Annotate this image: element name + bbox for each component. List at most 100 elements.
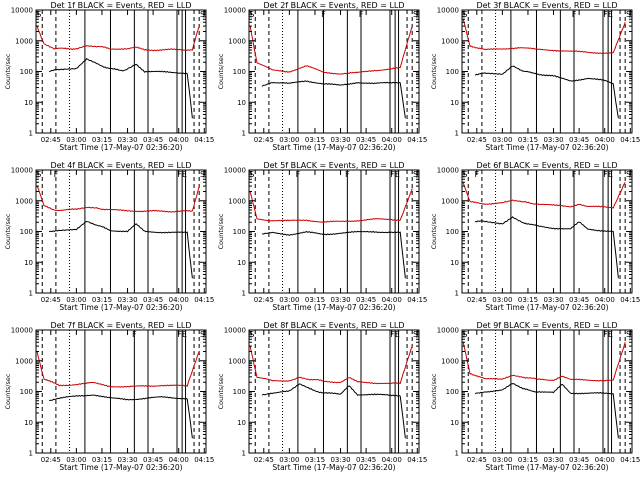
chart-title: Det 5f BLACK = Events, RED = LLD — [263, 161, 404, 170]
series-line — [462, 18, 626, 55]
x-tick-label: 03:45 — [143, 136, 163, 144]
x-tick-label: 03:30 — [330, 296, 350, 304]
x-tick-label: 04:15 — [194, 456, 214, 464]
x-tick-label: 03:30 — [543, 136, 563, 144]
chart-title: Det 3f BLACK = Events, RED = LLD — [476, 1, 617, 10]
plot-frame — [248, 9, 420, 134]
x-tick-label: 02:45 — [467, 296, 487, 304]
x-tick-label: 03:15 — [305, 136, 325, 144]
x-tick-label: 03:30 — [330, 136, 350, 144]
x-tick-label: 03:15 — [92, 456, 112, 464]
x-tick-label: 03:45 — [569, 296, 589, 304]
x-tick-label: 04:00 — [169, 136, 189, 144]
x-axis-label: Start Time (17-May-07 02:36:20) — [272, 463, 395, 472]
y-tick-label: 1000 — [228, 197, 246, 205]
y-tick-label: 100 — [446, 228, 459, 236]
y-tick-label: 10 — [24, 259, 33, 267]
plot-frame — [248, 169, 420, 294]
x-tick-label: 03:15 — [518, 456, 538, 464]
event-marker-label: FE — [390, 330, 400, 339]
y-tick-label: 1000 — [228, 357, 246, 365]
x-tick-label: 03:00 — [279, 296, 299, 304]
x-tick-label: 04:15 — [407, 456, 427, 464]
y-tick-label: 1 — [29, 130, 33, 138]
x-axis-label: Start Time (17-May-07 02:36:20) — [59, 463, 182, 472]
y-tick-label: 1 — [29, 450, 33, 458]
series-line — [261, 80, 406, 119]
event-marker-label: F — [54, 170, 59, 179]
y-axis-label: Counts/sec — [430, 213, 438, 249]
x-tick-label: 02:45 — [41, 136, 61, 144]
event-marker-label: S — [413, 170, 418, 179]
y-tick-label: 10 — [450, 419, 459, 427]
y-tick-label: 10 — [24, 99, 33, 107]
event-marker-label: F — [572, 10, 577, 19]
x-tick-label: 03:15 — [518, 296, 538, 304]
event-marker-label: FE — [177, 170, 187, 179]
y-axis-label: Counts/sec — [4, 53, 12, 89]
series-line — [36, 25, 200, 52]
event-marker-label: F — [572, 170, 577, 179]
event-marker-label: FE — [177, 330, 187, 339]
y-tick-label: 100 — [20, 388, 33, 396]
y-tick-label: 1000 — [15, 37, 33, 45]
x-tick-label: 03:30 — [543, 296, 563, 304]
event-marker-label: F — [132, 330, 137, 339]
chart-panel: 1 10 100 1000 10000 02:45 03:00 03:15 03:30 03:45… — [4, 321, 214, 472]
chart-panel: 1 10 100 1000 10000 02:45 03:00 03:15 03:30 03:45… — [4, 161, 214, 312]
event-marker-label: S — [36, 10, 41, 19]
y-tick-label: 1 — [242, 450, 246, 458]
x-tick-label: 03:45 — [143, 296, 163, 304]
chart-title: Det 2f BLACK = Events, RED = LLD — [263, 1, 404, 10]
y-tick-label: 100 — [446, 68, 459, 76]
x-tick-label: 03:45 — [569, 136, 589, 144]
series-line — [261, 230, 406, 279]
event-marker-label: F — [321, 10, 326, 19]
y-tick-label: 1000 — [15, 197, 33, 205]
y-tick-label: 10000 — [11, 327, 33, 335]
x-tick-label: 04:15 — [407, 136, 427, 144]
chart-title: Det 4f BLACK = Events, RED = LLD — [50, 161, 191, 170]
x-tick-label: 03:00 — [66, 456, 86, 464]
event-marker-label: S — [200, 10, 205, 19]
chart-panel: 1 10 100 1000 10000 02:45 03:00 03:15 03:30 03:45… — [217, 321, 427, 472]
chart-panel: 1 10 100 1000 10000 02:45 03:00 03:15 03:30 03:45… — [430, 321, 640, 472]
x-tick-label: 03:00 — [66, 136, 86, 144]
chart-title: Det 9f BLACK = Events, RED = LLD — [476, 321, 617, 330]
y-tick-label: 10000 — [224, 167, 246, 175]
x-tick-label: 03:30 — [117, 296, 137, 304]
x-axis-label: Start Time (17-May-07 02:36:20) — [485, 143, 608, 152]
y-tick-label: 10 — [237, 99, 246, 107]
chart-title: Det 6f BLACK = Events, RED = LLD — [476, 161, 617, 170]
x-axis-label: Start Time (17-May-07 02:36:20) — [272, 303, 395, 312]
x-tick-label: 04:15 — [194, 296, 214, 304]
event-marker-label: F — [359, 10, 364, 19]
x-tick-label: 04:15 — [620, 136, 640, 144]
series-line — [48, 394, 193, 439]
x-tick-label: 03:45 — [356, 136, 376, 144]
y-axis-label: Counts/sec — [430, 53, 438, 89]
x-tick-label: 03:45 — [356, 456, 376, 464]
x-tick-label: 03:15 — [518, 136, 538, 144]
series-line — [462, 181, 626, 209]
event-marker-label: F — [296, 170, 301, 179]
y-tick-label: 1 — [455, 290, 459, 298]
x-tick-label: 03:15 — [305, 456, 325, 464]
y-tick-label: 100 — [233, 228, 246, 236]
y-tick-label: 10 — [24, 419, 33, 427]
y-tick-label: 100 — [20, 68, 33, 76]
y-tick-label: 100 — [233, 68, 246, 76]
event-marker-label: S — [626, 170, 631, 179]
chart-title: Det 1f BLACK = Events, RED = LLD — [50, 1, 191, 10]
x-tick-label: 04:00 — [169, 296, 189, 304]
y-tick-label: 10 — [237, 419, 246, 427]
x-tick-label: 03:45 — [356, 296, 376, 304]
y-axis-label: Counts/sec — [4, 213, 12, 249]
y-tick-label: 10000 — [437, 167, 459, 175]
x-tick-label: 04:00 — [595, 296, 615, 304]
x-tick-label: 02:45 — [41, 296, 61, 304]
event-marker-label: S — [462, 330, 467, 339]
x-tick-label: 02:45 — [467, 136, 487, 144]
y-tick-label: 10000 — [437, 327, 459, 335]
